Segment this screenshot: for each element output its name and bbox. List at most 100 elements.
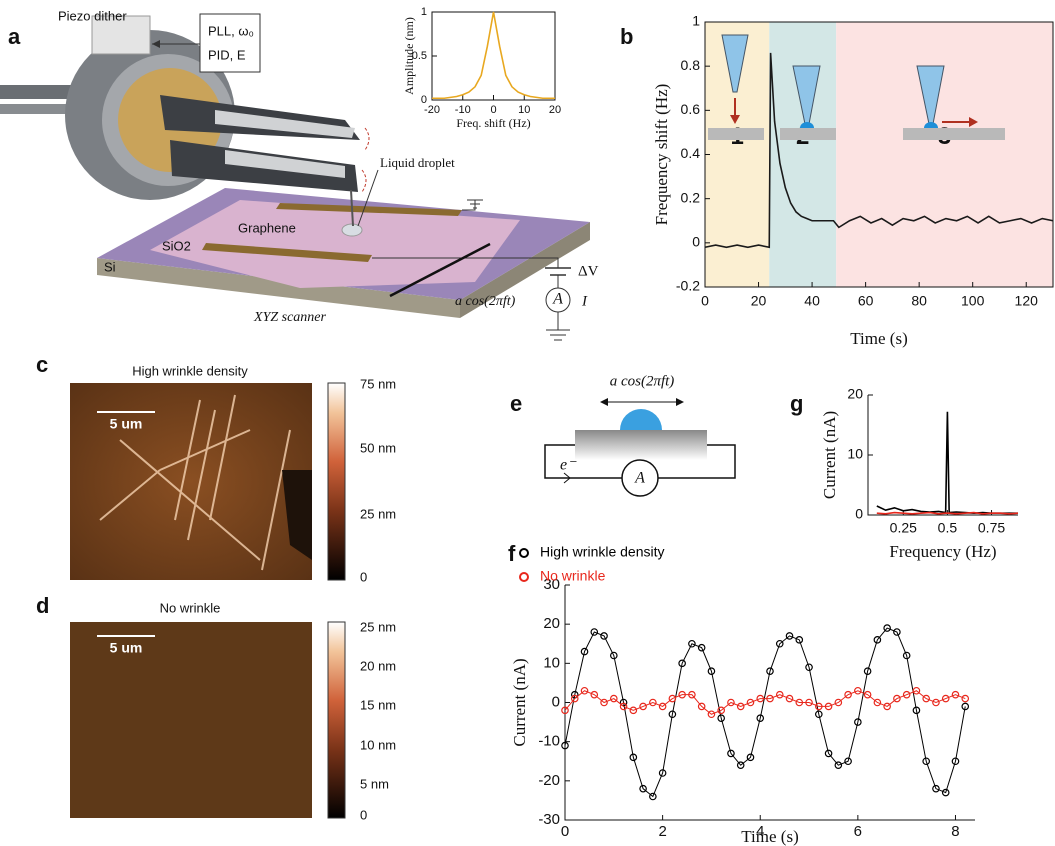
data-point: [805, 663, 813, 672]
data-point: [600, 632, 608, 640]
label: Si: [104, 259, 116, 274]
graphene-bar: [575, 430, 707, 460]
data-point: [561, 706, 569, 715]
x-tick-label: 10: [518, 104, 530, 116]
battery: [545, 267, 571, 276]
afm-image-c: 5 um High wrinkle density 75 nm 50 nm 25…: [70, 363, 396, 584]
legend-label: High wrinkle density: [540, 544, 665, 560]
circuit-diagram: a cos(2πft) A e⁻: [544, 373, 736, 497]
substrate-icon: [780, 128, 836, 140]
data-point: [824, 702, 833, 711]
x-tick-label: 8: [951, 823, 959, 840]
data-point: [775, 690, 784, 699]
label: XYZ scanner: [253, 310, 327, 325]
colorbar-label: 10 nm: [360, 737, 396, 752]
y-tick-label: 0: [692, 234, 700, 250]
data-point: [951, 757, 960, 766]
data-point: [717, 714, 725, 722]
series-line: [876, 411, 1018, 515]
cantilever: [225, 150, 345, 178]
data-point: [629, 753, 638, 762]
afm-image: [70, 383, 312, 580]
region: [836, 22, 1053, 287]
label: PLL, ω₀: [208, 23, 254, 38]
substrate-side: [460, 222, 590, 318]
droplet-icon: [924, 122, 938, 128]
data-point: [688, 690, 696, 699]
data-point: [697, 702, 706, 711]
data-point: [756, 714, 765, 722]
x-tick-label: 120: [1015, 293, 1039, 309]
arrow-head: [969, 117, 978, 127]
axes: [867, 395, 1018, 516]
image-title: High wrinkle density: [132, 363, 248, 378]
data-point: [619, 698, 628, 707]
data-point: [610, 694, 618, 703]
piezo: [91, 15, 151, 55]
label: ΔV: [578, 263, 599, 279]
wire: [658, 444, 736, 479]
series-line: [876, 511, 1019, 515]
panel-label: g: [790, 391, 803, 416]
cantilever: [215, 110, 355, 138]
afm-setup-diagram: Piezo dither PLL, ω₀ PID, E Liquid dropl…: [0, 8, 599, 341]
y-tick-label: 0.4: [681, 145, 701, 161]
ground-wire: [462, 200, 476, 211]
data-point: [834, 761, 843, 769]
series-line: [564, 627, 966, 798]
label: A: [634, 470, 645, 487]
data-point: [863, 690, 872, 699]
arrow-head: [152, 40, 160, 48]
data-point: [697, 643, 706, 652]
substrate-icon: [708, 128, 764, 140]
scale-label: 5 um: [110, 640, 143, 656]
data-point: [785, 694, 794, 703]
chart: 0.25 0.5 0.75 0 10 20 Frequency (Hz) Current (n…: [820, 386, 1019, 561]
data-point: [795, 698, 804, 707]
data-point: [893, 694, 901, 703]
arrow: [552, 472, 571, 484]
ground-symbol: [546, 329, 570, 341]
data-point: [883, 624, 891, 632]
colorbar-label: 50 nm: [360, 440, 396, 455]
tip: [350, 189, 354, 227]
arrow-head: [676, 398, 684, 406]
chart: -20 -10 0 10 20 0 0.5 1 Freq. shift (Hz) Amplitud…: [402, 6, 561, 130]
data-point: [854, 718, 862, 726]
y-tick-label: -30: [538, 811, 560, 828]
substrate-side: [97, 258, 460, 318]
y-tick-label: 0.8: [681, 57, 701, 73]
data-point: [834, 698, 843, 707]
data-point: [902, 690, 911, 699]
scan-arrow: [439, 242, 491, 272]
x-tick-label: 0.5: [938, 520, 958, 536]
x-tick-label: 4: [756, 823, 764, 840]
data-point: [785, 632, 794, 640]
x-tick-label: 40: [804, 293, 820, 309]
data-point: [941, 694, 950, 703]
wire: [372, 257, 559, 268]
x-tick-label: 2: [658, 823, 666, 840]
y-tick-label: 1: [421, 6, 427, 18]
data-point: [707, 667, 716, 675]
panel-label: a: [8, 24, 21, 49]
data-point: [570, 690, 579, 699]
electrode: [202, 243, 372, 262]
data-point: [736, 702, 745, 711]
y-tick-label: 0: [421, 94, 427, 106]
data-point: [649, 698, 657, 707]
data-point: [678, 690, 686, 699]
data-point: [951, 690, 960, 699]
series-line: [564, 690, 966, 715]
data-point: [815, 702, 823, 711]
data-point: [746, 753, 755, 762]
electrode: [276, 203, 462, 216]
droplet-icon: [800, 122, 814, 128]
data-point: [756, 694, 765, 703]
y-tick-label: 0.6: [681, 101, 701, 117]
axes-frame: [431, 11, 556, 101]
data-point: [893, 628, 901, 636]
data-point: [824, 749, 833, 758]
data-point: [775, 639, 784, 648]
